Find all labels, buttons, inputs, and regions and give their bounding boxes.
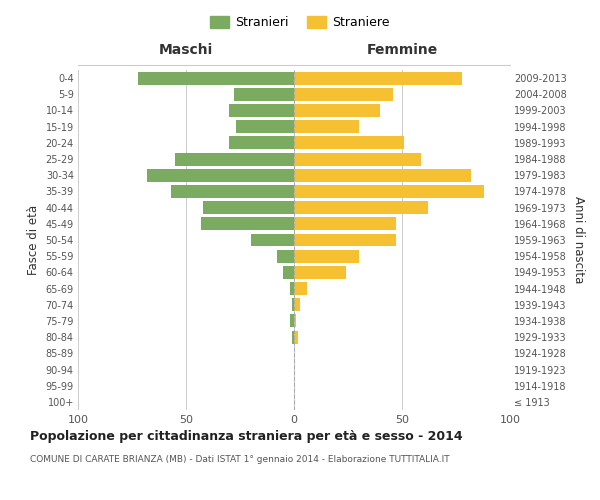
Bar xyxy=(294,104,380,117)
Y-axis label: Anni di nascita: Anni di nascita xyxy=(572,196,586,284)
Bar xyxy=(294,298,301,311)
Bar xyxy=(251,234,294,246)
Bar xyxy=(203,201,294,214)
Text: Femmine: Femmine xyxy=(367,44,437,58)
Bar xyxy=(292,298,294,311)
Bar xyxy=(277,250,294,262)
Bar xyxy=(236,120,294,133)
Bar xyxy=(229,136,294,149)
Bar xyxy=(294,169,471,181)
Bar xyxy=(229,104,294,117)
Bar xyxy=(171,185,294,198)
Bar xyxy=(294,185,484,198)
Bar xyxy=(294,282,307,295)
Text: COMUNE DI CARATE BRIANZA (MB) - Dati ISTAT 1° gennaio 2014 - Elaborazione TUTTIT: COMUNE DI CARATE BRIANZA (MB) - Dati IST… xyxy=(30,455,449,464)
Y-axis label: Fasce di età: Fasce di età xyxy=(27,205,40,275)
Bar xyxy=(139,72,294,85)
Bar xyxy=(294,72,463,85)
Bar xyxy=(147,169,294,181)
Bar xyxy=(290,282,294,295)
Text: Popolazione per cittadinanza straniera per età e sesso - 2014: Popolazione per cittadinanza straniera p… xyxy=(30,430,463,443)
Bar xyxy=(292,330,294,344)
Bar xyxy=(175,152,294,166)
Bar xyxy=(201,218,294,230)
Bar xyxy=(294,314,296,328)
Legend: Stranieri, Straniere: Stranieri, Straniere xyxy=(205,11,395,34)
Bar xyxy=(294,218,395,230)
Bar xyxy=(290,314,294,328)
Bar xyxy=(294,266,346,279)
Bar xyxy=(294,136,404,149)
Bar xyxy=(283,266,294,279)
Bar xyxy=(294,234,395,246)
Bar xyxy=(294,88,394,101)
Bar xyxy=(233,88,294,101)
Bar xyxy=(294,120,359,133)
Bar xyxy=(294,152,421,166)
Bar xyxy=(294,330,298,344)
Bar xyxy=(294,250,359,262)
Text: Maschi: Maschi xyxy=(159,44,213,58)
Bar xyxy=(294,201,428,214)
